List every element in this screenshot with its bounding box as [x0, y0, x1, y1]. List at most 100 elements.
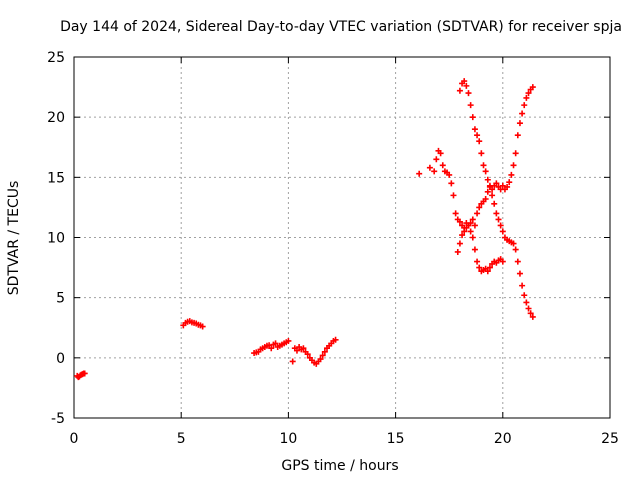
data-point — [304, 351, 311, 358]
data-point — [456, 240, 463, 247]
data-point — [482, 168, 489, 175]
y-tick-label: 0 — [56, 351, 65, 367]
data-point — [300, 345, 307, 352]
x-tick-label: 10 — [279, 431, 297, 447]
data-point — [474, 210, 481, 217]
data-point — [486, 183, 493, 190]
data-point — [484, 268, 491, 275]
data-point — [199, 323, 206, 330]
data-point — [527, 310, 534, 317]
data-point — [493, 180, 500, 187]
data-point — [491, 200, 498, 207]
data-point — [504, 183, 511, 190]
data-point — [471, 246, 478, 253]
y-tick-label: 25 — [47, 50, 65, 66]
data-point — [516, 270, 523, 277]
chart-title: Day 144 of 2024, Sidereal Day-to-day VTE… — [60, 19, 622, 35]
data-point — [482, 195, 489, 202]
y-tick-label: 15 — [47, 170, 65, 186]
data-point — [456, 87, 463, 94]
data-point — [478, 150, 485, 157]
data-point — [476, 138, 483, 145]
y-tick-label: 20 — [47, 110, 65, 126]
data-point — [506, 179, 513, 186]
x-tick-label: 0 — [70, 431, 79, 447]
data-point — [439, 162, 446, 169]
data-point — [512, 246, 519, 253]
data-point — [461, 228, 468, 235]
data-point — [467, 228, 474, 235]
x-tick-label: 20 — [494, 431, 512, 447]
data-point — [317, 356, 324, 363]
data-point — [454, 248, 461, 255]
data-point — [452, 210, 459, 217]
data-point — [321, 348, 328, 355]
data-point — [523, 299, 530, 306]
data-point — [467, 220, 474, 227]
data-point — [467, 102, 474, 109]
data-point — [484, 176, 491, 183]
data-point — [512, 150, 519, 157]
data-point — [484, 188, 491, 195]
data-point — [516, 120, 523, 127]
data-point — [489, 192, 496, 199]
data-point — [499, 258, 506, 265]
data-point — [508, 171, 515, 178]
data-point — [437, 150, 444, 157]
y-tick-label: 5 — [56, 291, 65, 307]
data-point — [469, 216, 476, 223]
data-point — [474, 258, 481, 265]
data-point — [431, 168, 438, 175]
data-point — [486, 264, 493, 271]
data-point — [514, 132, 521, 139]
data-point — [268, 345, 275, 352]
data-point — [519, 282, 526, 289]
data-point — [81, 370, 88, 377]
y-tick-label: 10 — [47, 231, 65, 247]
data-point — [480, 162, 487, 169]
data-marks — [74, 78, 536, 381]
data-point — [272, 340, 279, 347]
data-point — [446, 171, 453, 178]
x-tick-label: 25 — [601, 431, 619, 447]
data-point — [465, 90, 472, 97]
data-point — [519, 110, 526, 117]
data-point — [319, 352, 326, 359]
y-axis-label: SDTVAR / TECUs — [6, 181, 22, 296]
data-point — [469, 234, 476, 241]
grid — [73, 56, 611, 419]
data-point — [459, 232, 466, 239]
data-point — [499, 182, 506, 189]
data-point — [474, 132, 481, 139]
data-point — [510, 240, 517, 247]
tick-labels: 0 5 10 15 20 25 -5 0 5 10 15 20 25 — [47, 50, 619, 447]
x-axis-label: GPS time / hours — [281, 458, 398, 474]
data-point — [521, 102, 528, 109]
data-point — [514, 258, 521, 265]
data-point — [456, 218, 463, 225]
data-point — [497, 222, 504, 229]
data-point — [293, 347, 300, 354]
y-tick-label: -5 — [51, 411, 65, 427]
data-point — [289, 358, 296, 365]
data-point — [471, 222, 478, 229]
data-point — [433, 156, 440, 163]
x-tick-label: 15 — [387, 431, 405, 447]
data-point — [529, 313, 536, 320]
data-point — [499, 228, 506, 235]
data-point — [476, 264, 483, 271]
data-point — [510, 162, 517, 169]
data-point — [332, 336, 339, 343]
data-point — [523, 94, 530, 101]
data-point — [426, 164, 433, 171]
x-tick-label: 5 — [177, 431, 186, 447]
data-point — [416, 170, 423, 177]
plot-frame — [73, 56, 611, 419]
data-point — [450, 192, 457, 199]
data-point — [493, 210, 500, 217]
data-point — [285, 337, 292, 344]
data-point — [461, 78, 468, 85]
data-point — [525, 90, 532, 97]
data-point — [495, 216, 502, 223]
